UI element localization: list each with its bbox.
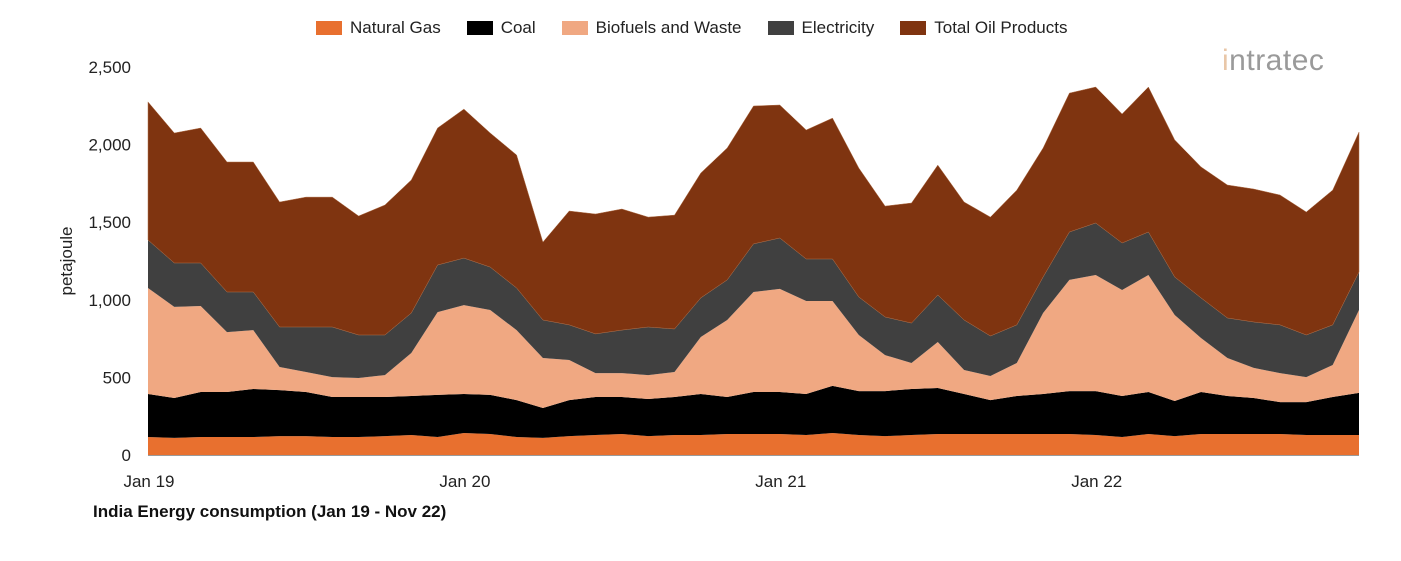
x-tick-label: Jan 21 <box>755 472 806 491</box>
legend-swatch <box>561 21 588 35</box>
area-natural-gas <box>148 433 1359 455</box>
legend-label: Coal <box>500 18 536 37</box>
y-tick-label: 2,500 <box>88 58 131 77</box>
area-coal <box>148 385 1359 438</box>
legend-swatch <box>900 21 927 35</box>
area-biofuels-and-waste <box>148 275 1359 408</box>
intratec-logo: intratec <box>1222 44 1325 77</box>
y-tick-label: 2,000 <box>88 136 131 155</box>
x-tick-label: Jan 22 <box>1071 472 1122 491</box>
y-tick-label: 1,500 <box>88 213 131 232</box>
legend-item-electricity[interactable]: Electricity <box>767 18 875 38</box>
legend-swatch <box>316 21 342 35</box>
y-tick-label: 500 <box>103 368 131 387</box>
y-tick-label: 1,000 <box>88 291 131 310</box>
legend-item-natural-gas[interactable]: Natural Gas <box>316 18 441 38</box>
legend-label: Natural Gas <box>350 18 441 37</box>
area-total-oil-products <box>147 86 1360 337</box>
legend-item-biofuels[interactable]: Biofuels and Waste <box>561 18 742 38</box>
legend: Natural Gas Coal Biofuels and Waste Elec… <box>316 18 1093 38</box>
legend-label: Biofuels and Waste <box>595 18 742 37</box>
legend-item-coal[interactable]: Coal <box>466 18 536 38</box>
legend-swatch <box>466 21 493 35</box>
legend-label: Total Oil Products <box>934 18 1068 37</box>
y-axis-label: petajoule <box>57 226 76 295</box>
x-tick-label: Jan 19 <box>123 472 174 491</box>
legend-swatch <box>767 21 794 35</box>
chart-title: India Energy consumption (Jan 19 - Nov 2… <box>93 502 447 521</box>
y-tick-label: 0 <box>122 446 131 465</box>
x-tick-label: Jan 20 <box>439 472 490 491</box>
legend-label: Electricity <box>801 18 875 37</box>
legend-item-oil[interactable]: Total Oil Products <box>900 18 1067 38</box>
